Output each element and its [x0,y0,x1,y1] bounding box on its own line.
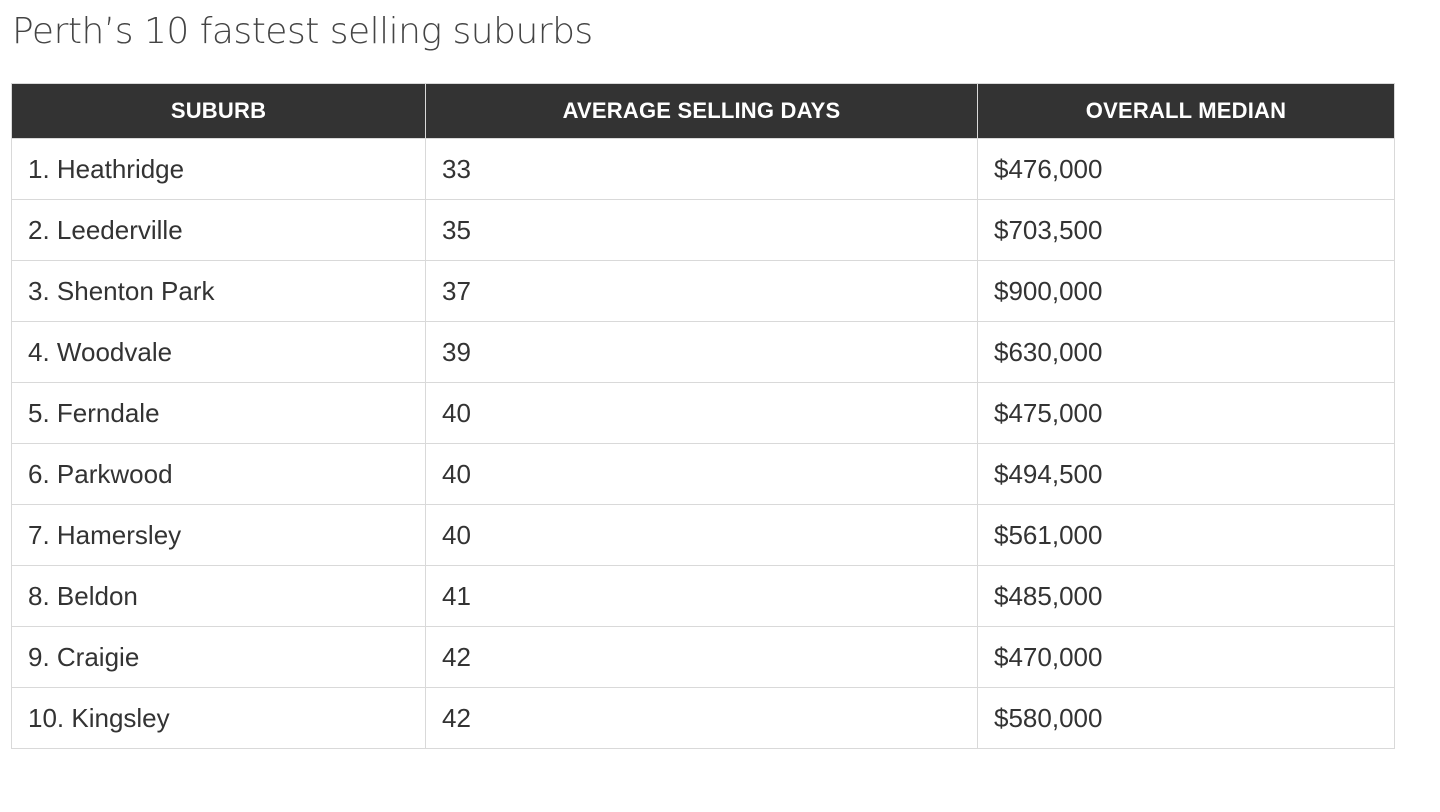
table-row: 4. Woodvale 39 $630,000 [11,321,1395,383]
overall-median-cell: $475,000 [977,382,1395,444]
average-selling-days-cell: 35 [425,199,978,261]
page-title: Perth’s 10 fastest selling suburbs [12,11,593,52]
average-selling-days-cell: 41 [425,565,978,627]
average-selling-days-cell: 39 [425,321,978,383]
overall-median-cell: $580,000 [977,687,1395,749]
suburb-cell: 5. Ferndale [11,382,426,444]
overall-median-cell: $900,000 [977,260,1395,322]
suburb-cell: 7. Hamersley [11,504,426,566]
table-row: 6. Parkwood 40 $494,500 [11,443,1395,505]
table-body: 1. Heathridge 33 $476,000 2. Leederville 35 $… [11,138,1395,749]
average-selling-days-cell: 40 [425,504,978,566]
suburb-cell: 9. Craigie [11,626,426,688]
suburb-cell: 2. Leederville [11,199,426,261]
table-row: 7. Hamersley 40 $561,000 [11,504,1395,566]
column-header-average-selling-days: AVERAGE SELLING DAYS [425,83,978,139]
table-row: 5. Ferndale 40 $475,000 [11,382,1395,444]
overall-median-cell: $630,000 [977,321,1395,383]
table-row: 1. Heathridge 33 $476,000 [11,138,1395,200]
overall-median-cell: $703,500 [977,199,1395,261]
table-header-row: SUBURB AVERAGE SELLING DAYS OVERALL MEDI… [11,83,1395,139]
overall-median-cell: $470,000 [977,626,1395,688]
column-header-suburb: SUBURB [11,83,426,139]
average-selling-days-cell: 42 [425,626,978,688]
table-row: 9. Craigie 42 $470,000 [11,626,1395,688]
average-selling-days-cell: 37 [425,260,978,322]
overall-median-cell: $494,500 [977,443,1395,505]
average-selling-days-cell: 40 [425,382,978,444]
table-row: 3. Shenton Park 37 $900,000 [11,260,1395,322]
suburb-cell: 10. Kingsley [11,687,426,749]
overall-median-cell: $485,000 [977,565,1395,627]
suburb-cell: 6. Parkwood [11,443,426,505]
overall-median-cell: $476,000 [977,138,1395,200]
table-row: 10. Kingsley 42 $580,000 [11,687,1395,749]
suburb-cell: 8. Beldon [11,565,426,627]
table-row: 2. Leederville 35 $703,500 [11,199,1395,261]
average-selling-days-cell: 40 [425,443,978,505]
average-selling-days-cell: 33 [425,138,978,200]
column-header-overall-median: OVERALL MEDIAN [977,83,1395,139]
suburb-cell: 1. Heathridge [11,138,426,200]
table-row: 8. Beldon 41 $485,000 [11,565,1395,627]
average-selling-days-cell: 42 [425,687,978,749]
suburb-cell: 3. Shenton Park [11,260,426,322]
overall-median-cell: $561,000 [977,504,1395,566]
suburb-cell: 4. Woodvale [11,321,426,383]
data-table: SUBURB AVERAGE SELLING DAYS OVERALL MEDI… [11,83,1395,749]
